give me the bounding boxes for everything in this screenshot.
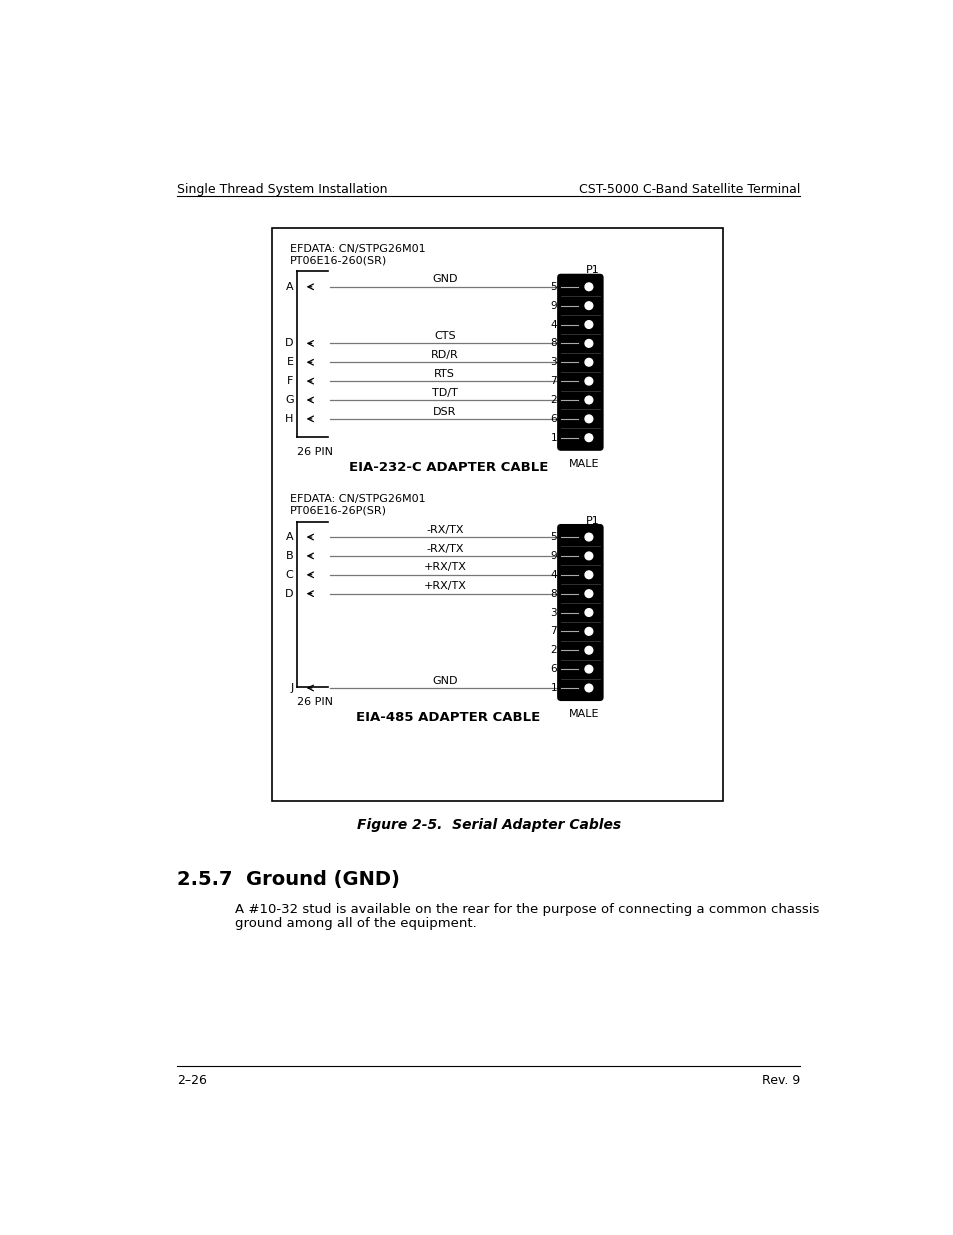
Text: 4: 4 — [550, 320, 557, 330]
Circle shape — [584, 609, 592, 616]
Text: ground among all of the equipment.: ground among all of the equipment. — [235, 918, 476, 930]
Text: MALE: MALE — [569, 458, 599, 468]
Text: GND: GND — [432, 676, 457, 685]
Text: RTS: RTS — [434, 369, 455, 379]
Circle shape — [584, 666, 592, 673]
Text: 3: 3 — [550, 608, 557, 618]
Text: D: D — [285, 338, 294, 348]
Text: 9: 9 — [550, 551, 557, 561]
Text: PT06E16-26P(SR): PT06E16-26P(SR) — [290, 505, 386, 515]
Text: +RX/TX: +RX/TX — [423, 562, 466, 573]
Text: 3: 3 — [550, 357, 557, 367]
Circle shape — [584, 396, 592, 404]
Text: 1: 1 — [550, 432, 557, 442]
Text: F: F — [287, 377, 294, 387]
Text: -RX/TX: -RX/TX — [426, 525, 463, 535]
Circle shape — [584, 571, 592, 579]
Text: CST-5000 C-Band Satellite Terminal: CST-5000 C-Band Satellite Terminal — [578, 183, 800, 196]
FancyBboxPatch shape — [557, 524, 603, 701]
Text: 4: 4 — [550, 569, 557, 579]
Circle shape — [584, 590, 592, 598]
Text: 26 PIN: 26 PIN — [297, 447, 334, 457]
Text: TD/T: TD/T — [432, 388, 457, 398]
Text: MALE: MALE — [569, 709, 599, 719]
Text: 7: 7 — [550, 377, 557, 387]
Text: D: D — [285, 589, 294, 599]
Text: 9: 9 — [550, 300, 557, 311]
Text: +RX/TX: +RX/TX — [423, 582, 466, 592]
Text: 26 PIN: 26 PIN — [297, 698, 334, 708]
Text: C: C — [286, 569, 294, 579]
Circle shape — [584, 301, 592, 310]
Circle shape — [584, 358, 592, 366]
Text: 2–26: 2–26 — [177, 1073, 207, 1087]
Text: GND: GND — [432, 274, 457, 284]
Circle shape — [584, 684, 592, 692]
Text: DSR: DSR — [433, 406, 456, 416]
Text: 2.5.7  Ground (GND): 2.5.7 Ground (GND) — [177, 871, 400, 889]
Text: EIA-232-C ADAPTER CABLE: EIA-232-C ADAPTER CABLE — [349, 461, 548, 474]
Text: CTS: CTS — [434, 331, 456, 341]
Circle shape — [584, 377, 592, 385]
Text: EFDATA: CN/STPG26M01: EFDATA: CN/STPG26M01 — [290, 243, 425, 253]
Circle shape — [584, 321, 592, 329]
Text: RD/R: RD/R — [431, 350, 458, 359]
Text: 6: 6 — [550, 664, 557, 674]
Text: 2: 2 — [550, 645, 557, 656]
Text: P1: P1 — [585, 515, 599, 526]
Text: A: A — [286, 282, 294, 291]
Circle shape — [584, 534, 592, 541]
Text: 6: 6 — [550, 414, 557, 424]
Circle shape — [584, 646, 592, 655]
Circle shape — [584, 340, 592, 347]
Bar — [272, 227, 722, 802]
Text: EIA-485 ADAPTER CABLE: EIA-485 ADAPTER CABLE — [356, 711, 540, 724]
Text: 2: 2 — [550, 395, 557, 405]
Text: A: A — [286, 532, 294, 542]
Text: -RX/TX: -RX/TX — [426, 543, 463, 553]
Text: H: H — [285, 414, 294, 424]
Text: G: G — [285, 395, 294, 405]
Circle shape — [584, 627, 592, 635]
Text: Single Thread System Installation: Single Thread System Installation — [177, 183, 388, 196]
Text: P1: P1 — [585, 266, 599, 275]
Circle shape — [584, 552, 592, 559]
Text: 8: 8 — [550, 589, 557, 599]
Circle shape — [584, 433, 592, 442]
Text: PT06E16-260(SR): PT06E16-260(SR) — [290, 256, 387, 266]
Text: J: J — [290, 683, 294, 693]
Text: A #10-32 stud is available on the rear for the purpose of connecting a common ch: A #10-32 stud is available on the rear f… — [235, 903, 819, 916]
Text: Figure 2-5.  Serial Adapter Cables: Figure 2-5. Serial Adapter Cables — [356, 818, 620, 832]
Circle shape — [584, 415, 592, 422]
Text: Rev. 9: Rev. 9 — [761, 1073, 800, 1087]
Text: EFDATA: CN/STPG26M01: EFDATA: CN/STPG26M01 — [290, 494, 425, 504]
Text: 1: 1 — [550, 683, 557, 693]
Text: E: E — [286, 357, 294, 367]
Text: 8: 8 — [550, 338, 557, 348]
FancyBboxPatch shape — [557, 274, 603, 451]
Text: 5: 5 — [550, 532, 557, 542]
Circle shape — [584, 283, 592, 290]
Text: 7: 7 — [550, 626, 557, 636]
Text: B: B — [286, 551, 294, 561]
Text: 5: 5 — [550, 282, 557, 291]
